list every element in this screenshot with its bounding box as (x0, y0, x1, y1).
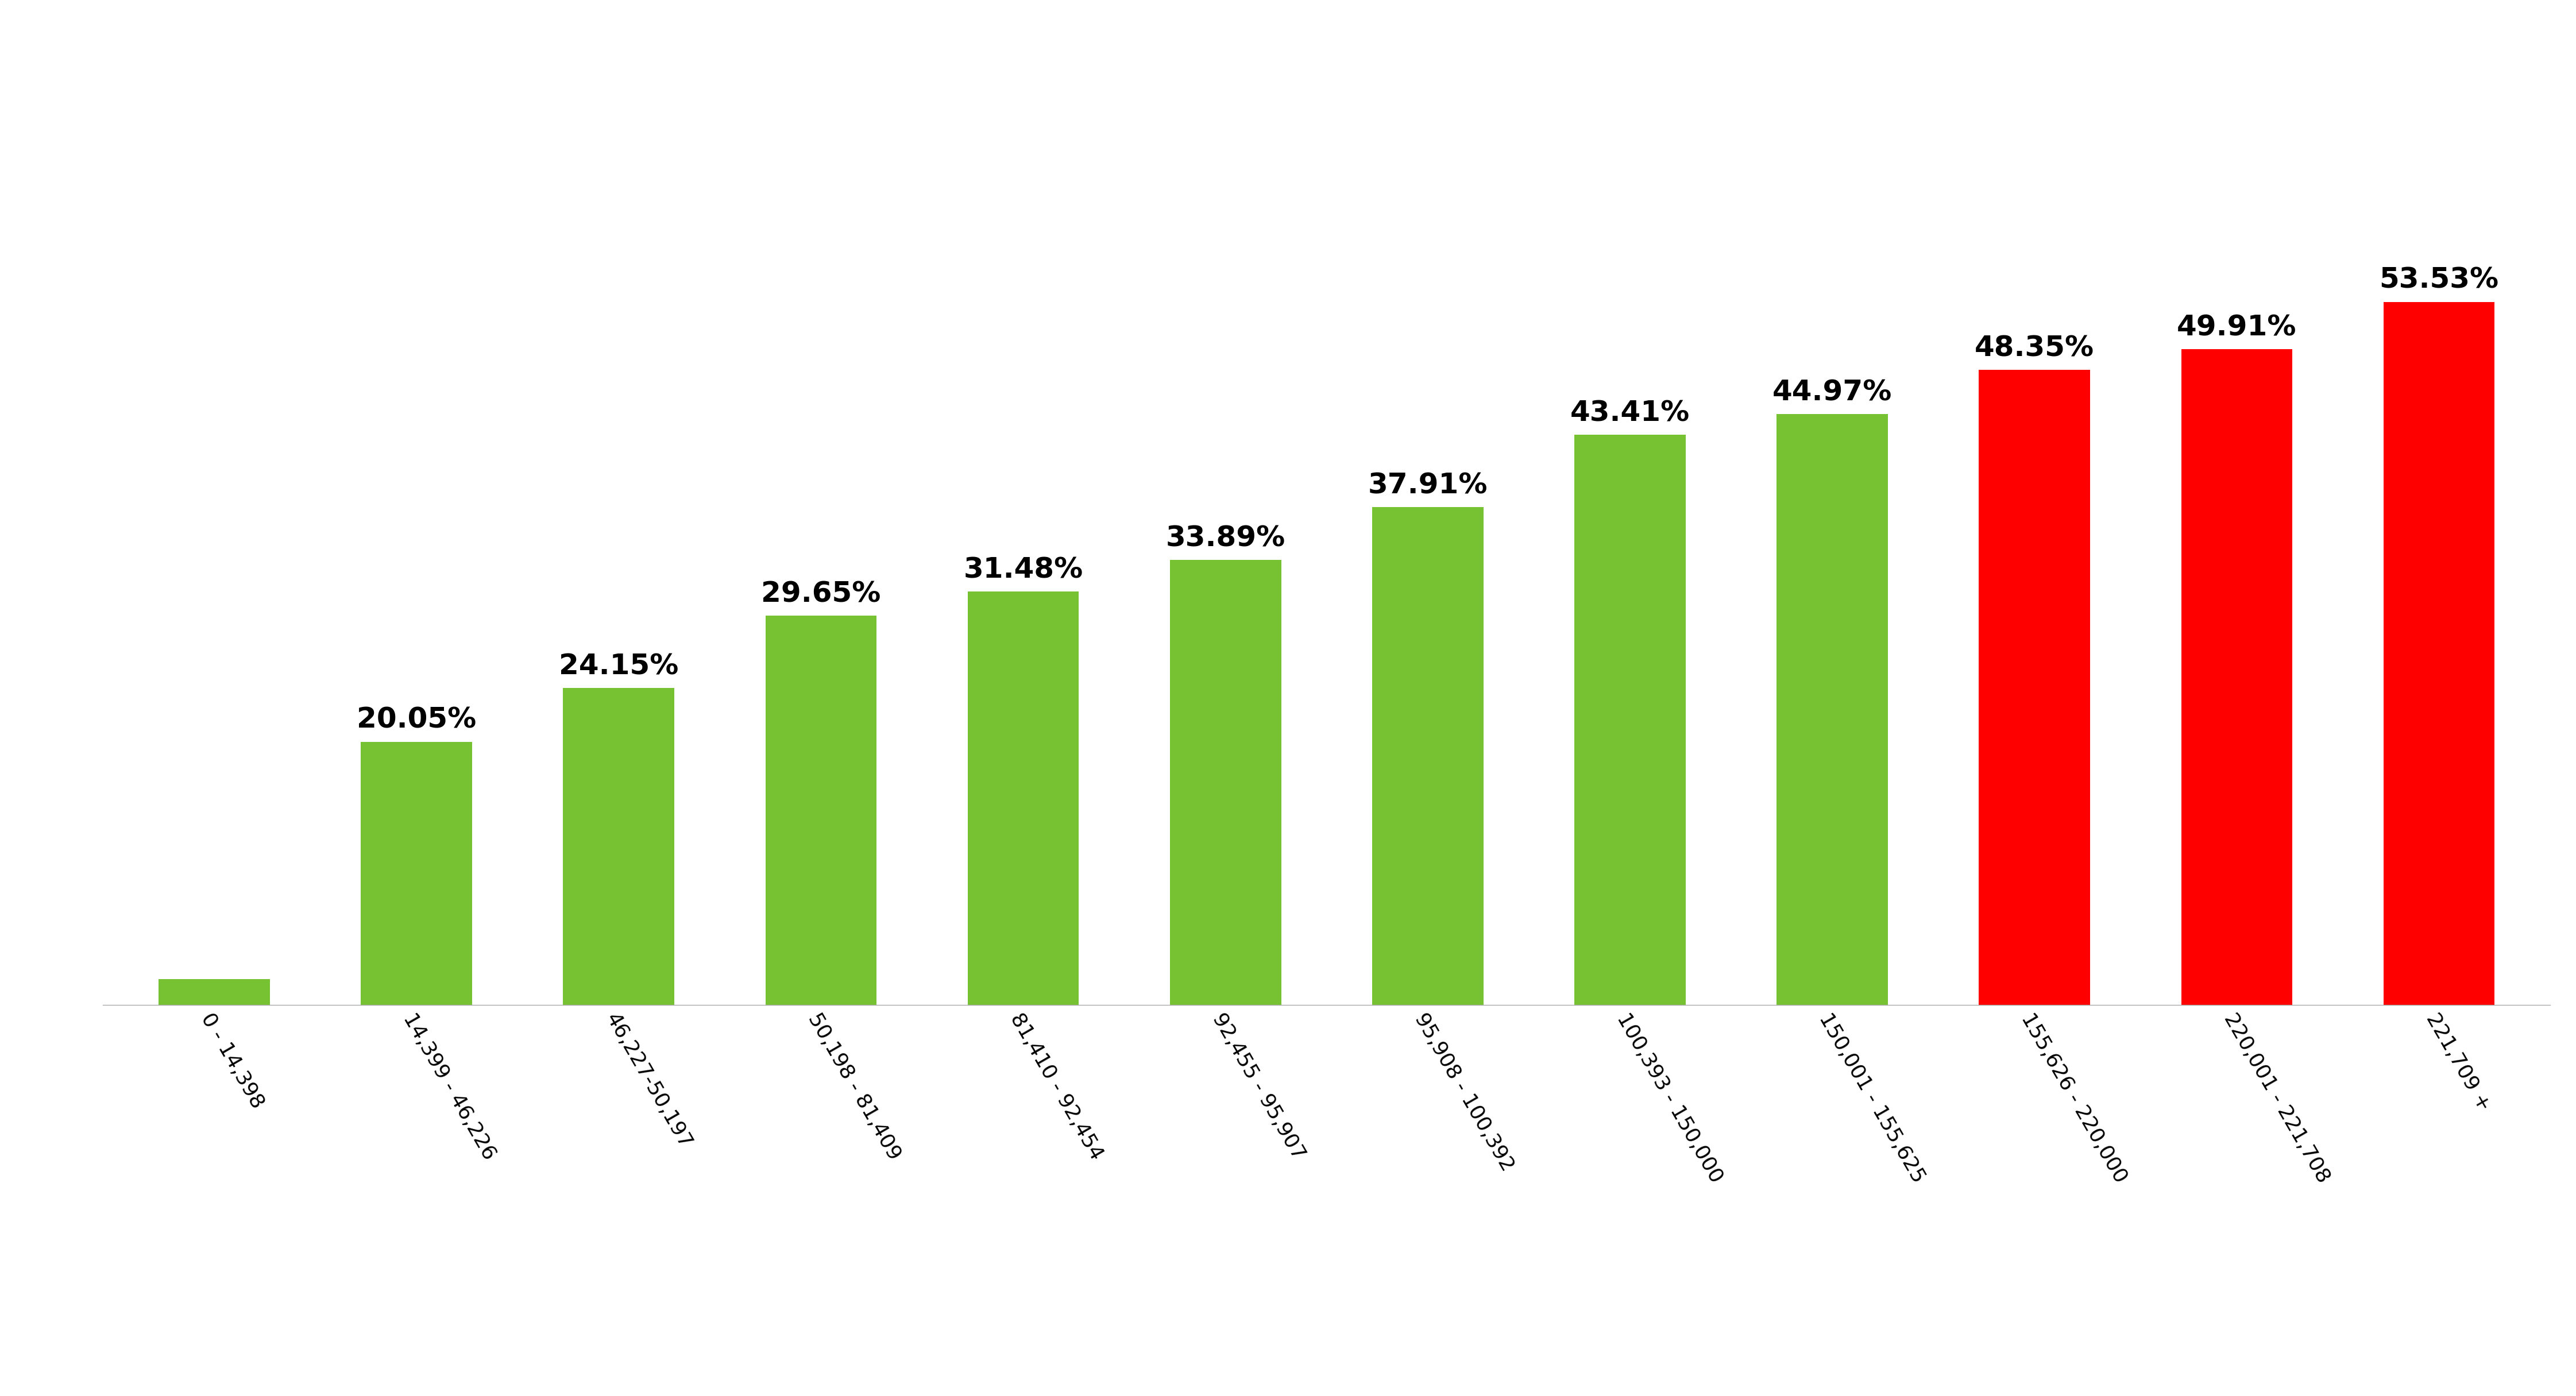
Text: 29.65%: 29.65% (760, 581, 881, 607)
Bar (1373, 507, 1484, 1005)
Text: 31.48%: 31.48% (963, 556, 1082, 584)
Bar (1170, 560, 1280, 1005)
Bar (2182, 349, 2293, 1005)
Bar (2383, 302, 2494, 1005)
Bar (1978, 370, 2089, 1005)
Text: 20.05%: 20.05% (355, 706, 477, 734)
Text: 33.89%: 33.89% (1167, 525, 1285, 551)
Bar (969, 592, 1079, 1005)
Text: 43.41%: 43.41% (1571, 399, 1690, 427)
Bar (1574, 434, 1685, 1005)
Bar (1777, 415, 1888, 1005)
Bar (564, 688, 675, 1005)
Text: 49.91%: 49.91% (2177, 314, 2298, 342)
Bar (765, 616, 876, 1005)
Text: 37.91%: 37.91% (1368, 472, 1489, 500)
Text: 53.53%: 53.53% (2380, 267, 2499, 295)
Bar (160, 979, 270, 1005)
Text: 24.15%: 24.15% (559, 652, 677, 680)
Bar (361, 741, 471, 1005)
Text: 44.97%: 44.97% (1772, 378, 1893, 406)
Text: 48.35%: 48.35% (1976, 335, 2094, 362)
